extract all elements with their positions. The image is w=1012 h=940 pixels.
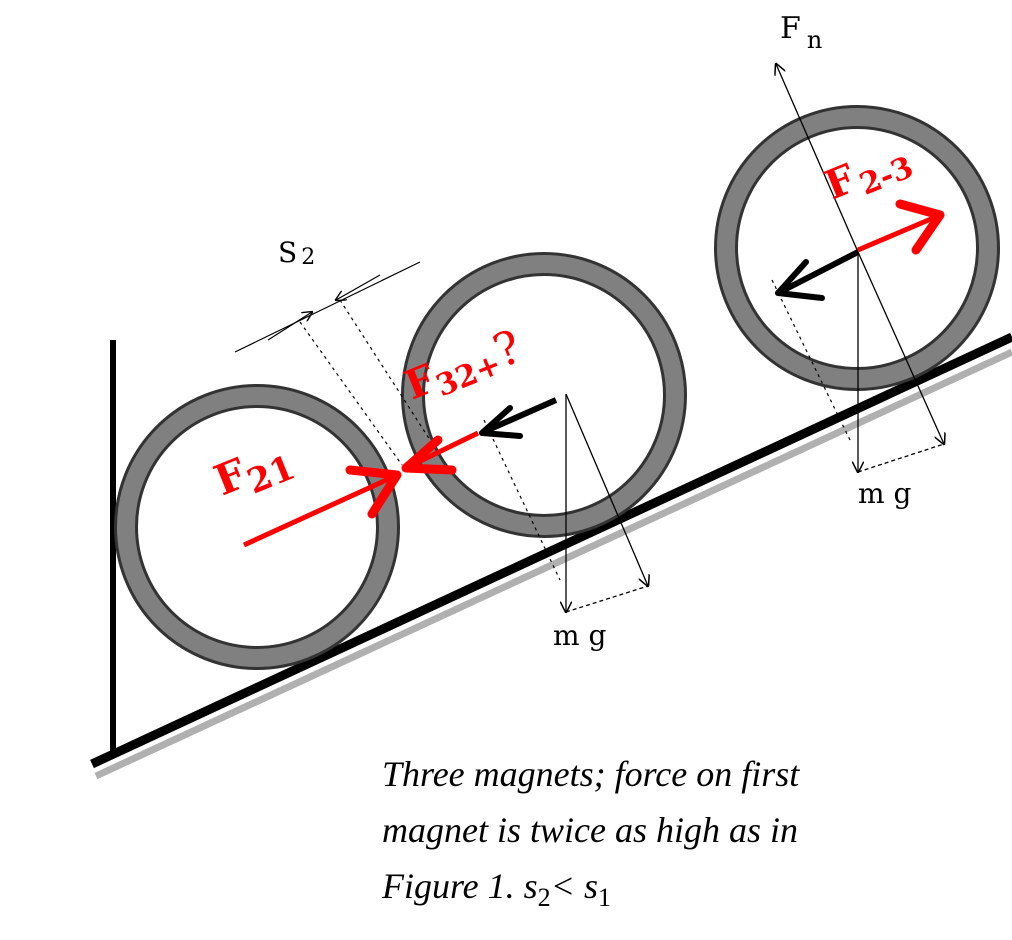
- gravity-components-magnet-2: [483, 393, 648, 612]
- black-force-arrow-magnet-2: [479, 397, 558, 439]
- f21-label: F21: [207, 431, 300, 514]
- force-f21-arrow: [242, 465, 402, 548]
- incline-surface: [90, 332, 1012, 769]
- mg-label-magnet-2: m g: [553, 619, 606, 652]
- caption-line-1: Three magnets; force on first: [382, 754, 800, 794]
- magnet-ring-3: [714, 105, 1000, 391]
- caption-line-3: Figure 1. s2< s1: [382, 866, 611, 913]
- black-force-arrow-magnet-3: [775, 249, 860, 301]
- normal-force-arrow: [776, 64, 859, 253]
- incline-shadow: [94, 348, 1012, 780]
- force-f23-arrow: [857, 199, 945, 255]
- separation-s2-dimension: [234, 261, 431, 466]
- gravity-components-magnet-3: [771, 251, 944, 472]
- mg-label-magnet-3: m g: [858, 477, 911, 510]
- magnet-ring-1: [114, 384, 400, 670]
- force-f32-arrow: [401, 430, 480, 475]
- magnet-ring-2: [401, 252, 687, 538]
- caption-line-2: magnet is twice as high as in: [382, 810, 798, 850]
- figure-caption: Three magnets; force on first magnet is …: [382, 746, 1002, 926]
